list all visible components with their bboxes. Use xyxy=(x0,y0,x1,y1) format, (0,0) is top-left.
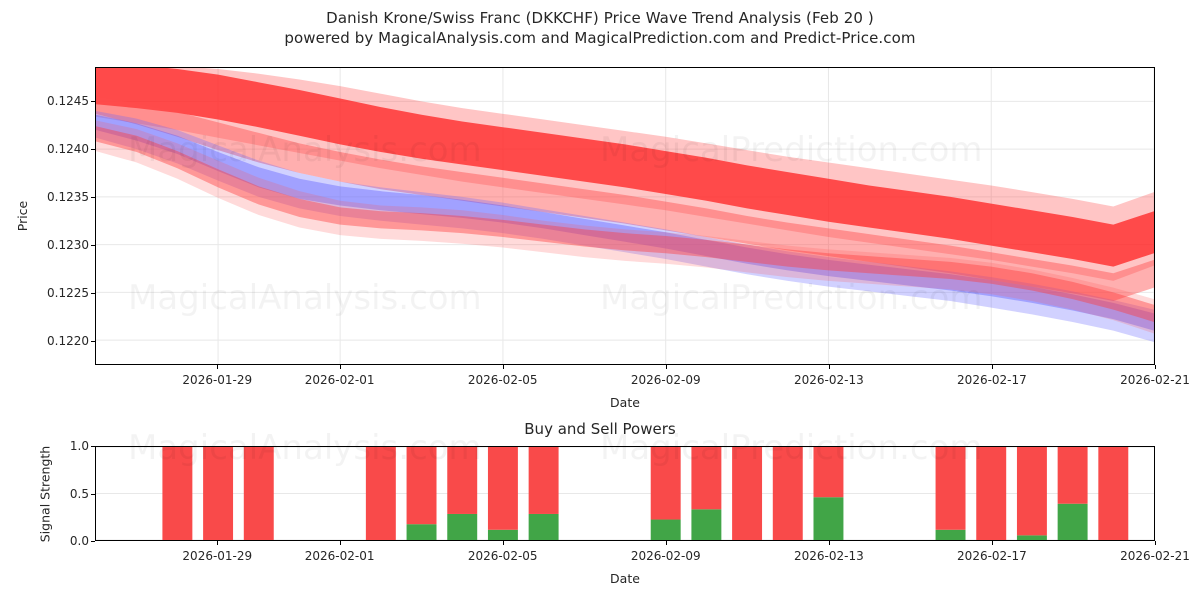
price-ytick-label: 0.1235 xyxy=(47,189,89,204)
price-ytick-label: 0.1220 xyxy=(47,333,89,348)
price-ytick-mark xyxy=(91,148,95,150)
power-date-axis-label: Date xyxy=(610,571,640,586)
power-xtick-mark xyxy=(1155,541,1157,545)
price-ytick-label: 0.1245 xyxy=(47,93,89,108)
main-xtick-mark xyxy=(828,365,831,369)
power-xtick-mark xyxy=(217,541,219,545)
main-xtick-label: 2026-01-29 xyxy=(182,373,253,387)
main-date-axis-label: Date xyxy=(610,395,640,410)
power-xtick-mark xyxy=(502,541,504,545)
signal-ytick-label: 0.0 xyxy=(69,534,89,548)
power-xtick-label: 2026-02-21 xyxy=(1120,549,1190,563)
power-xtick-label: 2026-01-29 xyxy=(182,549,253,563)
power-xtick-mark xyxy=(828,541,831,545)
title-line-1: Danish Krone/Swiss Franc (DKKCHF) Price … xyxy=(326,9,874,27)
main-xtick-label: 2026-02-13 xyxy=(793,373,864,387)
main-xtick-mark xyxy=(217,365,219,369)
signal-ytick-mark xyxy=(91,541,95,543)
power-xtick-label: 2026-02-05 xyxy=(467,549,538,563)
main-xtick-label: 2026-02-05 xyxy=(467,373,538,387)
price-axis-label: Price xyxy=(14,200,30,232)
main-xtick-mark xyxy=(1155,365,1157,369)
price-wave-svg xyxy=(96,68,1154,364)
main-xtick-mark xyxy=(502,365,504,369)
main-xtick-label: 2026-02-17 xyxy=(957,373,1027,387)
price-ytick-mark xyxy=(91,100,95,102)
power-xtick-label: 2026-02-13 xyxy=(793,549,864,563)
signal-ytick-mark xyxy=(91,446,95,448)
main-xtick-label: 2026-02-09 xyxy=(630,373,701,387)
main-xtick-mark xyxy=(665,365,667,369)
buy-sell-svg xyxy=(96,447,1154,540)
signal-ytick-label: 0.5 xyxy=(69,486,89,501)
price-ytick-label: 0.1225 xyxy=(47,285,89,300)
title-line-2: powered by MagicalAnalysis.com and Magic… xyxy=(284,29,916,48)
price-ytick-mark xyxy=(91,244,95,247)
price-wave-plot xyxy=(95,67,1155,365)
power-xtick-mark xyxy=(339,541,341,545)
power-xtick-label: 2026-02-17 xyxy=(957,549,1027,563)
signal-ytick-label: 1.0 xyxy=(69,439,89,453)
main-xtick-label: 2026-02-01 xyxy=(304,373,375,387)
main-xtick-label: 2026-02-21 xyxy=(1120,373,1190,387)
price-ytick-mark xyxy=(91,340,95,343)
signal-ytick-mark xyxy=(91,493,95,495)
power-xtick-label: 2026-02-01 xyxy=(304,549,375,563)
buy-sell-powers-plot xyxy=(95,446,1155,541)
figure-title: Danish Krone/Swiss Franc (DKKCHF) Price … xyxy=(0,8,1200,49)
power-xtick-mark xyxy=(991,541,994,545)
price-ytick-mark xyxy=(91,196,95,198)
main-xtick-mark xyxy=(991,365,994,369)
price-ytick-label: 0.1230 xyxy=(47,237,89,252)
signal-strength-axis-label: Signal Strength xyxy=(37,445,53,542)
price-ytick-mark xyxy=(91,292,95,295)
price-ytick-label: 0.1240 xyxy=(47,141,89,156)
power-xtick-mark xyxy=(665,541,667,545)
buy-sell-title: Buy and Sell Powers xyxy=(524,420,676,438)
main-xtick-mark xyxy=(339,365,341,369)
power-xtick-label: 2026-02-09 xyxy=(630,549,701,563)
